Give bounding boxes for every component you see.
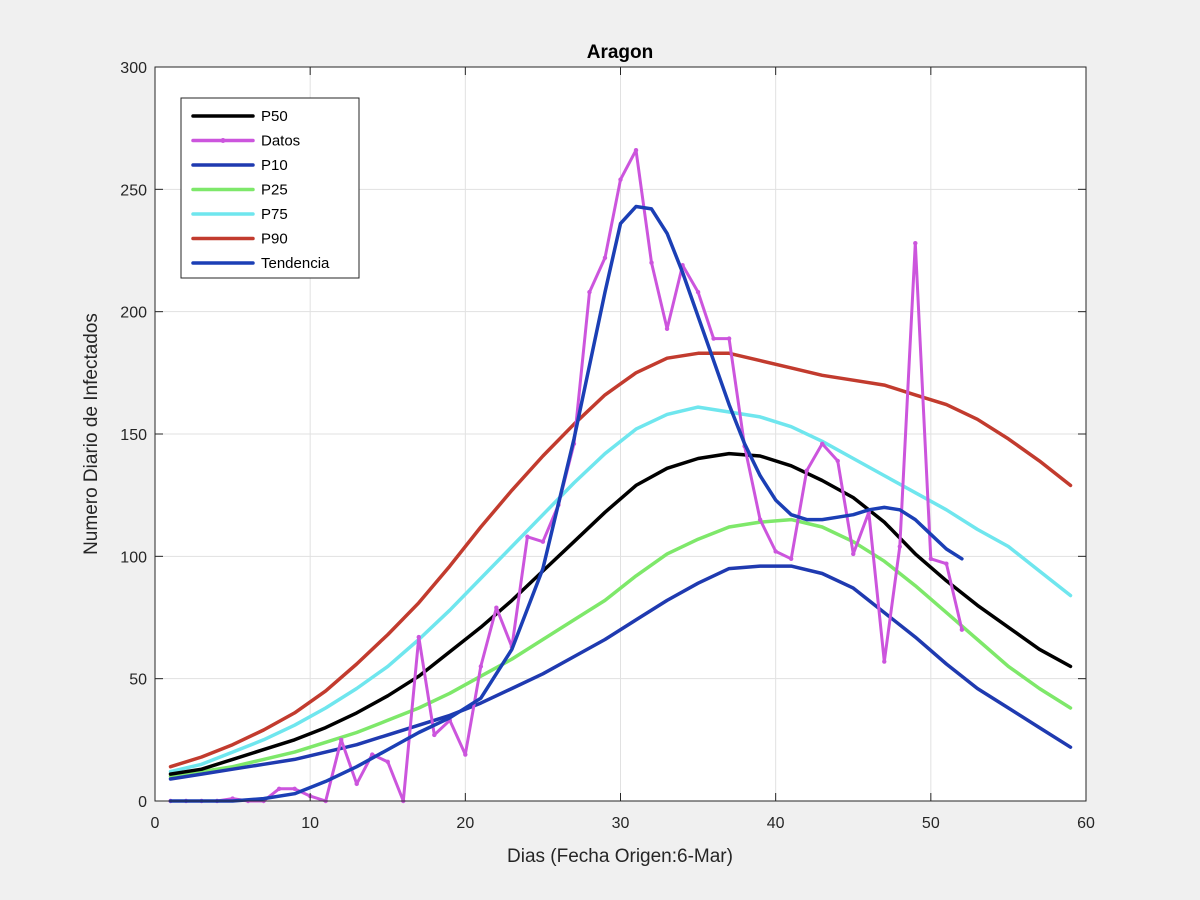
legend-label-p25: P25 (261, 182, 288, 199)
data-point-datos (478, 664, 484, 669)
data-point-datos (664, 326, 670, 331)
data-point-datos (276, 786, 282, 791)
data-point-datos (944, 561, 949, 566)
data-point-datos (959, 627, 965, 632)
series-line-p25 (168, 517, 1073, 779)
chart-title: Aragon (587, 42, 654, 63)
legend-label-datos: Datos (261, 133, 300, 150)
x-tick-label: 30 (612, 815, 630, 832)
data-point-datos (928, 556, 934, 561)
x-tick-label: 50 (922, 815, 940, 832)
data-point-datos (525, 534, 530, 539)
series-line-tendencia (168, 204, 964, 803)
data-point-datos (897, 544, 902, 549)
x-tick-label: 60 (1077, 815, 1095, 832)
data-point-datos (913, 240, 918, 246)
data-point-datos (354, 781, 359, 787)
data-point-datos (618, 177, 623, 182)
y-tick-label: 150 (120, 427, 147, 444)
data-point-datos (463, 752, 468, 757)
data-point-datos (602, 255, 608, 261)
series-line-p75 (168, 405, 1073, 774)
data-point-datos (835, 458, 840, 464)
y-tick-label: 0 (138, 794, 147, 811)
legend-label-p75: P75 (261, 206, 288, 223)
data-point-datos (773, 549, 778, 554)
y-tick-label: 200 (120, 305, 147, 322)
data-point-datos (587, 289, 592, 295)
data-point-datos (804, 468, 809, 473)
y-axis-label: Numero Diario de Infectados (81, 313, 102, 555)
legend: P50 Datos P10 P25 P75 P90 Tendencia (180, 97, 360, 279)
data-point-datos (711, 336, 716, 341)
data-point-datos (385, 759, 390, 765)
data-point-datos (649, 260, 654, 265)
legend-label-p50: P50 (261, 108, 288, 125)
data-point-datos (416, 634, 421, 640)
data-point-datos (494, 605, 499, 610)
legend-label-p90: P90 (261, 231, 288, 248)
x-axis-label: Dias (Fecha Origen:6-Mar) (507, 846, 733, 867)
y-tick-label: 100 (120, 549, 147, 566)
data-point-datos (788, 556, 794, 561)
series-layer (168, 147, 1073, 804)
legend-label-tendencia: Tendencia (261, 255, 330, 272)
y-tick-label: 250 (120, 182, 147, 199)
data-point-datos (695, 289, 701, 295)
data-point-datos (432, 732, 437, 738)
data-point-datos (726, 336, 732, 341)
x-tick-label: 10 (301, 815, 319, 832)
data-point-datos (820, 441, 825, 446)
series-line-p50 (168, 451, 1073, 776)
data-point-datos (757, 517, 763, 522)
x-tick-label: 0 (151, 815, 160, 832)
x-tick-label: 20 (456, 815, 474, 832)
data-point-datos (339, 737, 344, 743)
data-point-datos (292, 786, 297, 791)
legend-marker-datos (220, 138, 226, 143)
y-tick-label: 50 (129, 672, 147, 689)
data-point-datos (633, 147, 639, 153)
data-point-datos (851, 551, 856, 557)
y-tick-label: 300 (120, 60, 147, 77)
data-point-datos (882, 659, 887, 664)
axis-ticks: 0 10 20 30 40 50 60 0 50 100 150 200 250 300 (120, 60, 1095, 832)
x-tick-label: 40 (767, 815, 785, 832)
legend-label-p10: P10 (261, 157, 288, 174)
series-line-p10 (168, 564, 1073, 781)
data-point-datos (540, 539, 546, 544)
series-line-p90 (168, 351, 1073, 769)
